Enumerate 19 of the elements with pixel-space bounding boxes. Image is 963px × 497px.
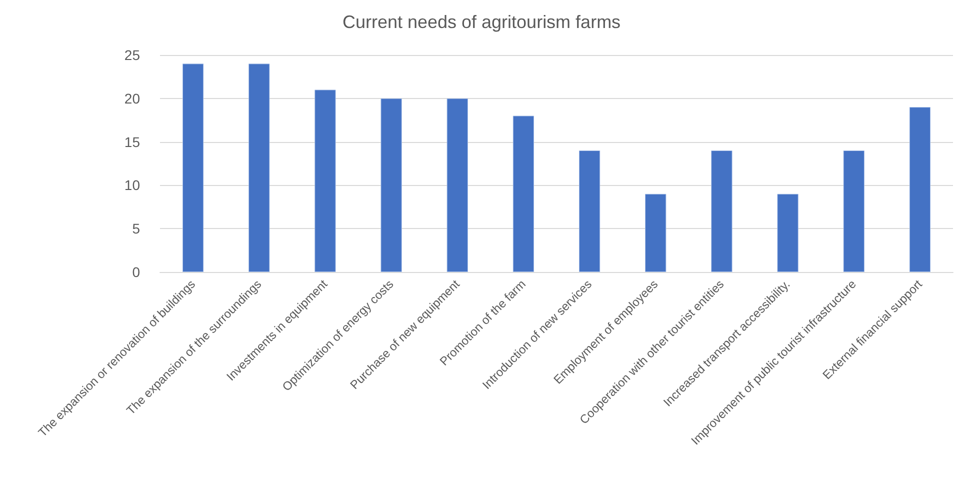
bar (909, 107, 931, 272)
bar (248, 64, 270, 272)
y-tick-label: 5 (132, 220, 140, 237)
y-tick-label: 10 (124, 177, 140, 194)
chart-title: Current needs of agritourism farms (342, 12, 621, 32)
bar (446, 98, 468, 272)
bar (777, 194, 798, 272)
bar (711, 150, 732, 272)
y-tick-label: 0 (132, 264, 140, 280)
bar (578, 150, 600, 272)
y-tick-label: 25 (124, 47, 140, 63)
bar (512, 116, 534, 272)
bar (645, 194, 666, 272)
bar (182, 64, 204, 272)
y-tick-label: 15 (124, 134, 140, 150)
bar (843, 150, 864, 272)
bar (380, 98, 402, 272)
bar (314, 90, 336, 272)
y-tick-label: 20 (124, 90, 140, 106)
